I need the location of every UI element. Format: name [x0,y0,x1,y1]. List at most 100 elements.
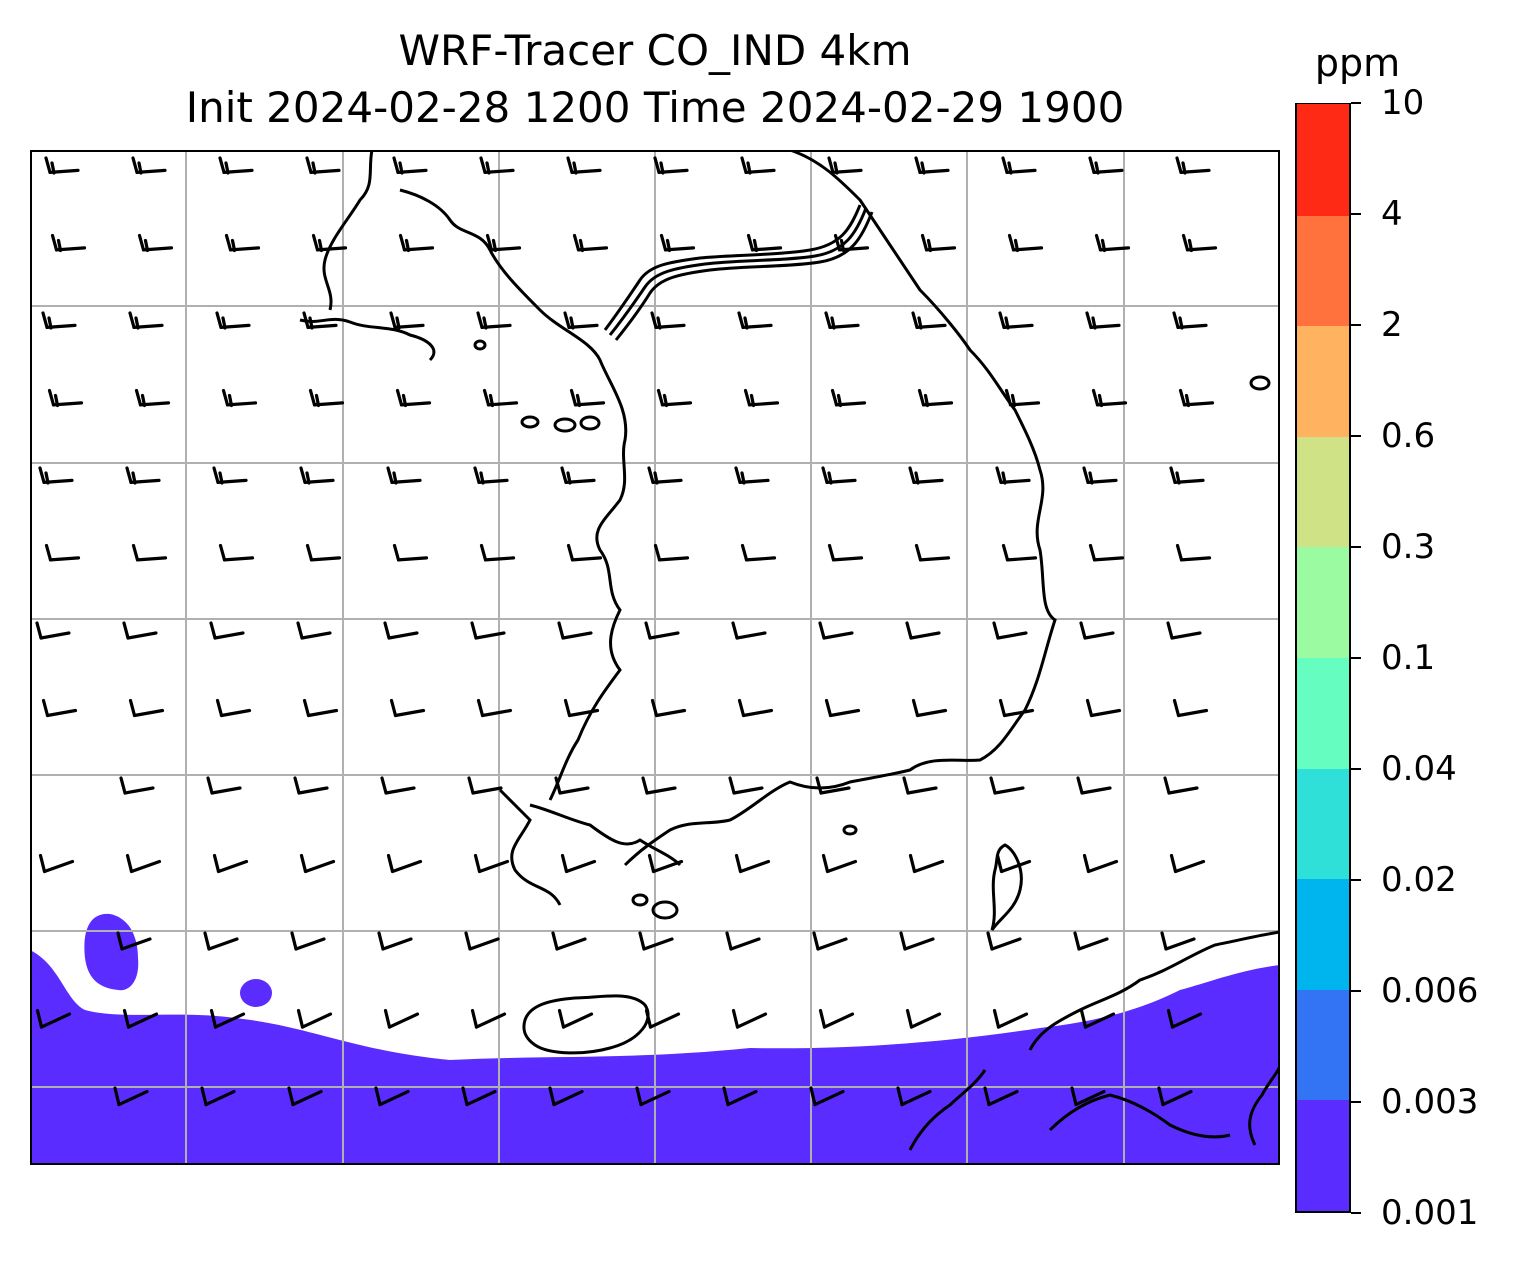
wind-barb [1001,543,1038,562]
wind-barb [1007,233,1044,253]
wind-barb [830,388,867,408]
coastline-segment [522,994,650,1055]
wind-barb [818,621,854,640]
wind-barb [35,1008,72,1029]
wind-barb [389,698,426,718]
island [651,900,679,920]
wind-barb [992,1008,1029,1029]
wind-barb [122,1008,159,1029]
island [631,893,649,907]
shaded-blob [240,979,272,1007]
wind-barb [311,233,348,253]
coastline-segment [498,788,562,906]
colorbar-tick-label: 0.006 [1381,971,1479,1011]
wind-barb [911,311,947,330]
wind-barb [989,776,1025,795]
colorbar-tick [1351,990,1361,992]
wind-barb [386,466,422,485]
colorbar-tick [1351,102,1361,104]
map-canvas [30,150,1280,1165]
colorbar-unit: ppm [1314,41,1401,85]
wind-barb [821,466,857,485]
colorbar-tick-label: 2 [1381,305,1403,345]
wind-barb [1166,1008,1203,1029]
colorbar-tick [1351,546,1361,548]
wind-barb [986,931,1022,951]
wind-barb [1157,1086,1193,1107]
wind-barb [566,156,602,175]
wind-barb [476,311,512,330]
wind-barb [644,621,680,640]
wind-barb [809,1086,845,1107]
wind-barb [569,388,606,408]
wind-barb [902,776,938,795]
colorbar-tick [1351,657,1361,659]
colorbar-tick-label: 0.003 [1381,1082,1479,1122]
wind-barb [119,776,155,795]
wind-barb [557,621,593,640]
coastline-segment [608,207,868,336]
lat-lon-grid [30,150,1280,1165]
wind-barb [563,311,599,330]
wind-barb [653,543,690,562]
wind-barb [1181,233,1218,253]
wind-barb [392,543,429,562]
wind-barb [128,311,164,330]
coastline-segment [1248,1064,1280,1146]
wind-barb [572,233,609,253]
wind-barb [296,621,332,640]
wind-barb [563,698,600,718]
wind-barb [134,388,171,408]
wind-barb [998,311,1034,330]
wind-barb [551,931,587,951]
wind-barb [305,156,341,175]
wind-barb [659,233,696,253]
wind-barb [722,1086,758,1107]
wind-barb [1091,388,1128,408]
colorbar-level-6 [1297,436,1349,548]
wind-barb [44,156,80,175]
wind-barb [383,621,419,640]
coastline-segment [322,150,374,311]
colorbar-level-8 [1297,215,1349,327]
colorbar-tick-label: 0.1 [1381,638,1436,678]
wind-barb [731,621,767,640]
island [473,339,487,351]
wind-barb [1175,156,1211,175]
wind-barb [212,853,249,874]
wind-barb [1169,853,1206,874]
wind-barb [734,853,771,874]
colorbar [1295,103,1351,1213]
wind-barb [1178,388,1215,408]
wind-barb [377,931,413,951]
wind-barb [212,466,248,485]
wind-barb [1085,311,1121,330]
wind-barb [998,698,1035,718]
colorbar-tick [1351,1212,1361,1214]
wind-barb [827,543,864,562]
wind-barb [1172,311,1208,330]
wind-barb [206,776,242,795]
wind-barb [473,853,510,874]
wind-barb [908,466,944,485]
wind-barb [743,388,780,408]
wind-barb [746,233,783,253]
wind-barb [122,621,158,640]
wind-barb [995,853,1032,874]
wind-barb [215,311,251,330]
wind-barb [44,543,81,562]
wind-barb [1163,776,1199,795]
wind-barb [1085,698,1122,718]
wind-barb [812,931,848,951]
wind-barb [200,1086,236,1107]
wind-barb [995,466,1031,485]
wind-barb [380,776,416,795]
wind-barb [296,1008,333,1029]
wind-barb [128,698,165,718]
wind-barb [38,466,74,485]
wind-barb [644,1008,681,1029]
wind-barb [905,621,941,640]
colorbar-tick [1351,435,1361,437]
wind-barb [740,543,777,562]
colorbar-tick-label: 4 [1381,194,1403,234]
